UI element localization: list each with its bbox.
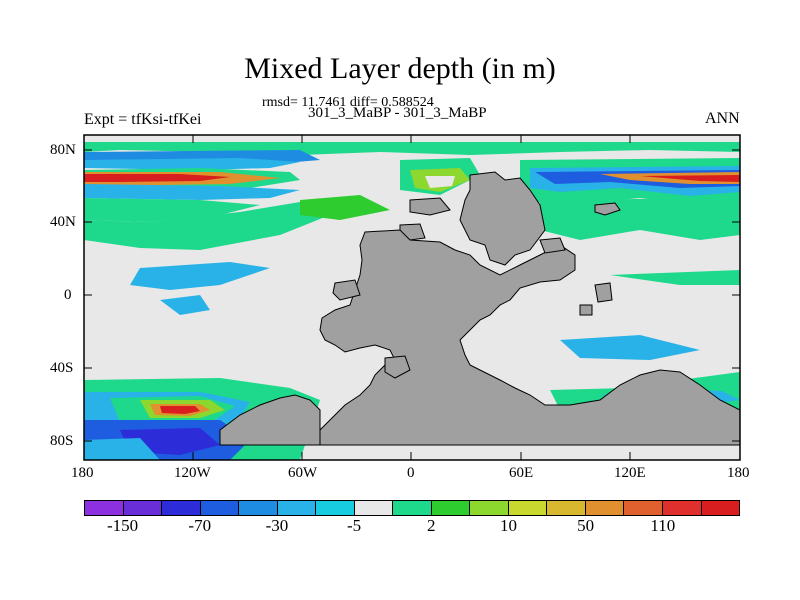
colorbar-box	[200, 501, 240, 515]
colorbar-box	[662, 501, 702, 515]
lon-label-60e: 60E	[509, 465, 534, 481]
colorbar-box	[624, 501, 663, 515]
lat-label-40s: 40S	[50, 360, 74, 376]
lat-label-80s: 80S	[50, 433, 74, 449]
stats-text: rmsd= 11.7461 diff= 0.588524	[262, 95, 434, 110]
colorbar-box	[547, 501, 586, 515]
colorbar-box	[239, 501, 278, 515]
colorbar-box	[85, 501, 124, 515]
colorbar-box	[701, 501, 740, 515]
map-frame	[83, 134, 741, 461]
colorbar-box	[277, 501, 317, 515]
colorbar-box	[585, 501, 625, 515]
lat-label-40n: 40N	[50, 214, 76, 230]
field-contours	[84, 142, 740, 460]
season-label: ANN	[705, 110, 740, 127]
colorbar-box	[431, 501, 471, 515]
lon-label-180e: 180	[727, 465, 750, 481]
colorbar	[84, 500, 740, 516]
lat-label-0: 0	[64, 287, 72, 303]
plot-title: Mixed Layer depth (in m)	[244, 52, 556, 85]
colorbar-box	[162, 501, 201, 515]
lon-label-0: 0	[407, 465, 415, 481]
colorbar-label: -70	[188, 516, 212, 535]
plot-subtitle: 301_3_MaBP - 301_3_MaBP	[308, 105, 487, 121]
axis-ticks	[84, 135, 740, 460]
lon-label-120w: 120W	[174, 465, 211, 481]
colorbar-box	[508, 501, 548, 515]
colorbar-label: -30	[265, 516, 289, 535]
land-mask	[219, 171, 741, 446]
colorbar-label: -150	[106, 516, 139, 535]
colorbar-label: -5	[347, 516, 362, 535]
colorbar-label: 50	[577, 516, 595, 535]
colorbar-box	[470, 501, 509, 515]
colorbar-label: 10	[499, 516, 517, 535]
lon-label-60w: 60W	[288, 465, 318, 481]
colorbar-label: 2	[427, 516, 436, 535]
lat-label-80n: 80N	[50, 142, 76, 158]
lon-label-180w: 180	[71, 465, 94, 481]
experiment-label: Expt = tfKsi-tfKei	[84, 111, 202, 128]
colorbar-box	[393, 501, 432, 515]
colorbar-box	[316, 501, 355, 515]
colorbar-box	[123, 501, 163, 515]
lon-label-120e: 120E	[614, 465, 646, 481]
colorbar-label: 110	[650, 516, 676, 535]
colorbar-box	[354, 501, 394, 515]
